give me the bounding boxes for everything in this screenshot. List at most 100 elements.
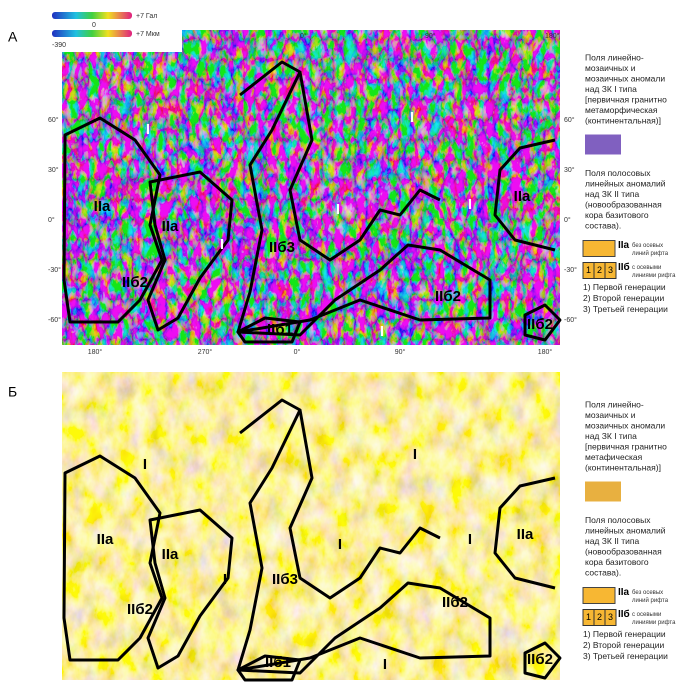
legend-text: Поля полосовых [585,515,651,525]
region-label: IIб2 [442,594,468,611]
axis-label: 180° [545,32,560,40]
legend-swatch [585,134,621,155]
legend-text: 2) Второй генерации [583,640,665,650]
legend-label: IIa [618,240,630,251]
axis-label: 180° [538,348,553,356]
legend-swatch [604,262,617,279]
region-label: IIб1 [267,321,293,338]
axis-label: 60° [48,116,59,124]
region-label: IIб1 [265,654,291,671]
legend-text: 3) Третьей генерации [583,651,668,661]
colorbar-label: 0 [92,22,96,29]
panel-label: А [8,29,18,45]
colorbar [52,12,132,19]
region-label: IIa [162,218,179,235]
axis-label: -30° [564,266,577,274]
legend-text: [первичная гранитно [585,441,667,451]
region-label: IIa [97,531,114,548]
legend-text: Поля линейно- [585,399,644,409]
axis-label: 60° [564,116,575,124]
legend-text: (новообразованная [585,546,662,556]
region-label: IIб2 [527,651,553,668]
region-label: I [338,536,342,553]
region-label: IIб3 [272,571,298,588]
legend-text: над ЗК I типа [585,431,637,441]
legend-note: линиями рифта [632,620,676,626]
axis-label: 0° [300,32,307,40]
map-b-anomalies [62,372,560,680]
legend-text: мозаичных аномали [585,73,665,83]
region-label: IIб2 [127,601,153,618]
legend-text: [первичная гранитно [585,94,667,104]
legend-text: (континентальная)] [585,462,661,472]
region-label: I [336,201,340,218]
legend-text: мозаичных и [585,63,636,73]
legend-text: мозаичных аномали [585,420,665,430]
legend-text: кора базитового [585,210,649,220]
legend-text: 2) Второй генерации [583,293,665,303]
legend-text: 3) Третьей генерации [583,304,668,314]
legend-note: без осевых [632,243,663,249]
legend-box-label: 2 [597,612,602,622]
legend-text: над ЗК II типа [585,189,640,199]
axis-label: 270° [198,348,213,356]
map-a-anomalies [62,30,560,345]
axis-label: 30° [564,166,575,174]
legend-text: состава). [585,220,621,230]
legend-swatch [604,609,617,626]
region-label: IIa [94,198,111,215]
legend-box-label: 1 [586,612,591,622]
axis-label: -30° [48,266,61,274]
legend-note: линий рифта [632,250,669,257]
legend-text: 1) Первой генерации [583,629,666,639]
legend-note: линиями рифта [632,273,676,279]
region-label: I [413,446,417,463]
axis-label: 30° [48,166,59,174]
region-label: IIa [514,188,531,205]
legend-swatch [585,481,621,502]
legend-swatch [582,587,616,604]
region-label: IIб2 [122,274,148,291]
region-label: I [143,456,147,473]
region-label: I [383,656,387,673]
legend-box-label: 3 [608,265,613,275]
legend-label: IIб [618,261,630,273]
colorbar-label: -390 [52,42,66,49]
legend-text: Поля линейно- [585,52,644,62]
axis-label: 0° [564,216,571,224]
axis-label: 180° [88,348,103,356]
axis-label: -60° [564,316,577,324]
legend-text: (континентальная)] [585,115,661,125]
legend-text: метаморфическая [585,105,658,115]
legend-label: IIб [618,608,630,620]
legend-box-label: 1 [586,265,591,275]
axis-label: 0° [48,216,55,224]
region-label: I [468,196,472,213]
region-label: I [380,323,384,340]
axis-label: -60° [48,316,61,324]
region-label: IIб2 [435,288,461,305]
colorbar-label: +7 Гал [136,13,157,20]
region-label: IIб2 [527,316,553,333]
legend-label: IIa [618,587,630,598]
region-label: I [220,236,224,253]
legend-text: Поля полосовых [585,168,651,178]
legend-swatch [582,240,616,257]
legend-note: без осевых [632,590,663,596]
legend-text: метафическая [585,452,643,462]
legend-text: (новообразованная [585,199,662,209]
legend-text: над ЗК I типа [585,84,637,94]
legend-text: линейных аномалий [585,525,666,535]
region-label: I [146,121,150,138]
legend-text: кора базитового [585,557,649,567]
legend-note: с осевыми [632,612,661,618]
axis-label: 90° [425,32,436,40]
region-label: I [410,109,414,126]
region-label: I [468,531,472,548]
axis-label: 90° [395,348,406,356]
axis-label: 0° [294,348,301,356]
region-label: IIa [162,546,179,563]
legend-text: над ЗК II типа [585,536,640,546]
legend-text: мозаичных и [585,410,636,420]
